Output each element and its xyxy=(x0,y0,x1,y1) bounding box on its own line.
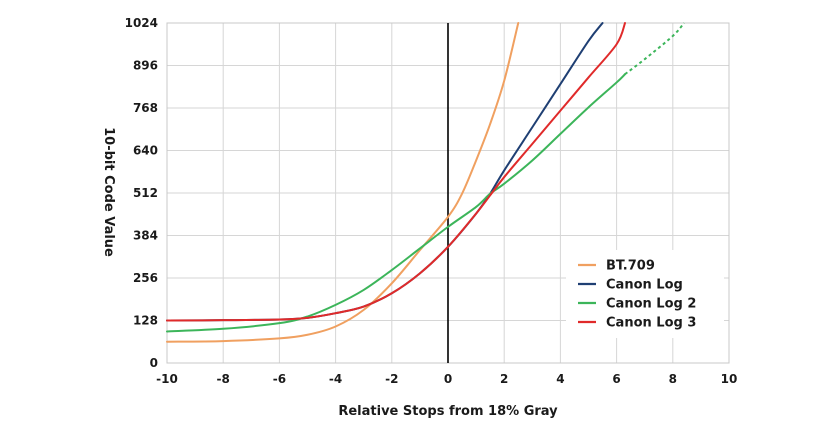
series-layer xyxy=(166,22,685,343)
y-tick-label: 512 xyxy=(133,186,158,200)
legend-label-canon-log-3: Canon Log 3 xyxy=(606,316,696,331)
x-tick-label: 4 xyxy=(556,372,564,386)
y-tick-label: 896 xyxy=(133,59,158,73)
y-tick-label: 256 xyxy=(133,271,158,285)
y-tick-label: 768 xyxy=(133,101,158,115)
y-tick-label: 0 xyxy=(150,356,158,370)
x-tick-label: 8 xyxy=(669,372,677,386)
series-extension-canon-log-2 xyxy=(624,22,685,75)
x-tick-label: -10 xyxy=(156,372,178,386)
x-tick-label: 6 xyxy=(612,372,620,386)
axes xyxy=(166,22,730,364)
x-tick-label: 10 xyxy=(721,372,738,386)
series-line-canon-log-3 xyxy=(166,22,627,322)
legend-label-canon-log-2: Canon Log 2 xyxy=(606,297,696,312)
x-tick-label: 2 xyxy=(500,372,508,386)
legend: BT.709 Canon Log Canon Log 2 Canon Log 3 xyxy=(566,250,724,338)
y-tick-label: 640 xyxy=(133,144,158,158)
x-tick-label: -6 xyxy=(273,372,286,386)
y-axis-label: 10-bit Code Value xyxy=(101,127,116,257)
series-line-canon-log-2 xyxy=(166,73,627,333)
legend-label-canon-log: Canon Log xyxy=(606,278,683,293)
y-tick-label: 128 xyxy=(133,314,158,328)
x-axis-label: Relative Stops from 18% Gray xyxy=(338,404,558,419)
x-tick-label: -4 xyxy=(329,372,342,386)
legend-label-bt-709: BT.709 xyxy=(606,259,655,274)
series-line-bt-709 xyxy=(166,22,520,343)
y-tick-label: 384 xyxy=(133,229,158,243)
tick-labels: -10 -8 -6 -4 -2 0 2 4 6 8 10 0 128 256 384 512 640 768 896… xyxy=(125,16,738,386)
x-tick-label: -2 xyxy=(385,372,398,386)
y-tick-label: 1024 xyxy=(125,16,158,30)
x-tick-label: 0 xyxy=(444,372,452,386)
x-tick-label: -8 xyxy=(217,372,230,386)
